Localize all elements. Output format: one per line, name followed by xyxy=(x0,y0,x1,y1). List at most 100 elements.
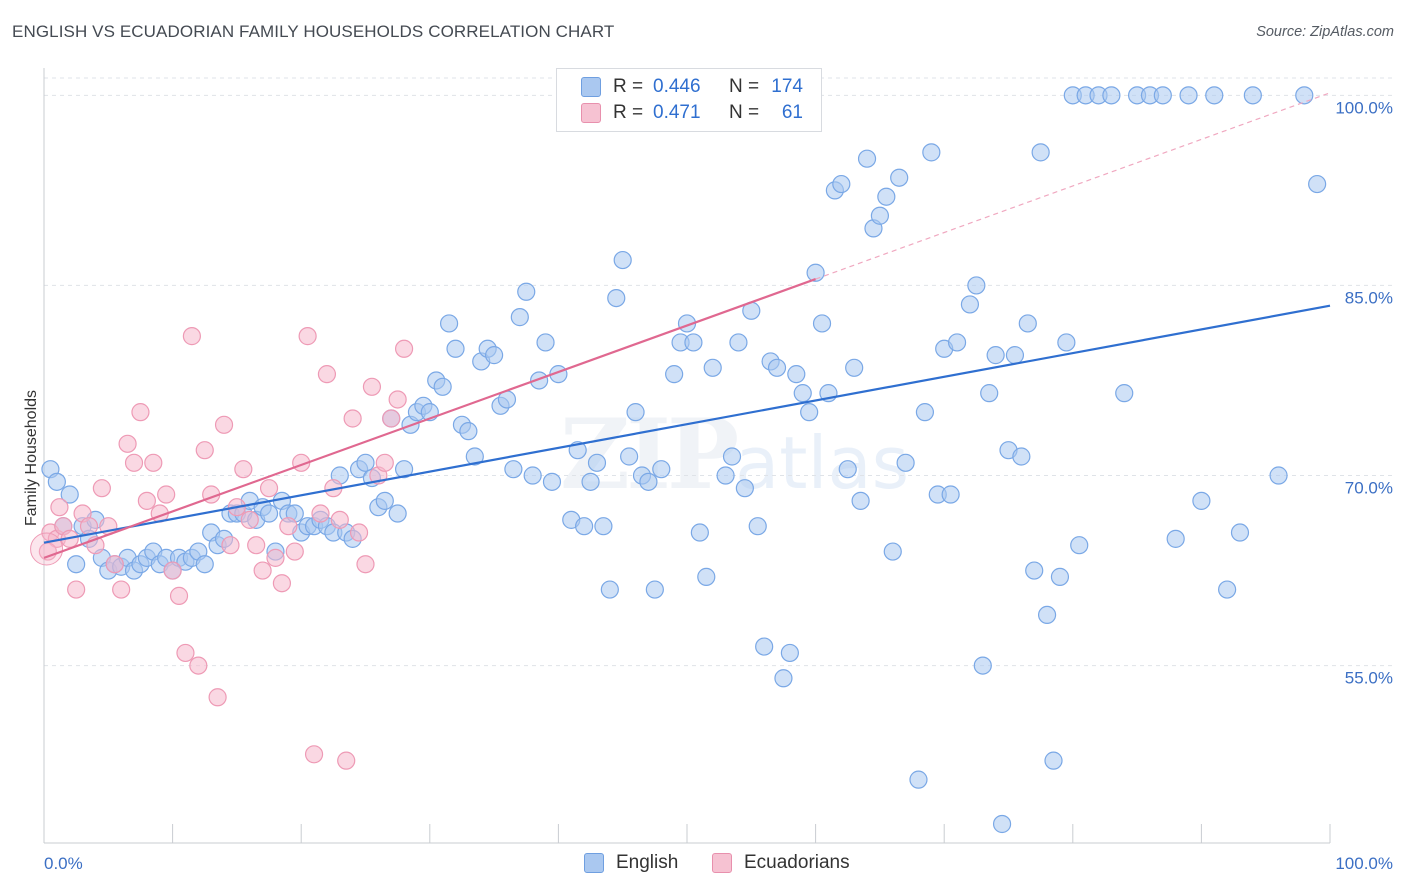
ecuadorian-trendline-extension xyxy=(815,92,1331,280)
english-point xyxy=(439,314,459,333)
ecuadorian-point xyxy=(137,491,156,510)
ecuadorian-point xyxy=(382,409,401,428)
ecuadorian-point xyxy=(157,485,176,504)
english-point xyxy=(877,187,896,206)
legend-n-value: 174 xyxy=(771,76,803,97)
x-tick-label-min: 0.0% xyxy=(44,854,83,873)
legend-swatch-ecuadorians xyxy=(581,103,601,123)
ecuadorian-point xyxy=(163,561,182,580)
ecuadorian-point xyxy=(304,745,324,764)
ecuadorian-point xyxy=(105,555,124,574)
english-point xyxy=(992,814,1012,834)
english-point xyxy=(1295,86,1314,105)
english-point xyxy=(1115,384,1134,403)
watermark-main: ZIP xyxy=(560,398,739,511)
english-point xyxy=(652,460,671,479)
english-trendline xyxy=(43,304,1331,544)
legend-n-label: N = xyxy=(729,76,760,97)
english-point xyxy=(394,460,414,479)
english-point xyxy=(1025,561,1044,580)
y-tick-label: 100.0% xyxy=(1335,98,1393,117)
english-point xyxy=(259,504,279,523)
ecuadorian-point xyxy=(253,561,272,580)
ecuadorian-point xyxy=(79,517,99,536)
y-axis-label: Family Households xyxy=(23,390,40,526)
y-tick-label: 85.0% xyxy=(1345,288,1393,307)
watermark-sub: atlas xyxy=(735,421,910,505)
ecuadorian-point xyxy=(266,548,285,567)
english-point xyxy=(1269,466,1288,485)
english-point xyxy=(845,358,864,377)
ecuadorian-point xyxy=(195,441,214,460)
y-tick-label: 55.0% xyxy=(1345,669,1393,688)
english-point xyxy=(575,517,594,536)
x-tick-label-max: 100.0% xyxy=(1335,854,1393,873)
correlation-legend: R = 0.446 N = 174 R = 0.471 N = 61 xyxy=(556,68,822,132)
english-point xyxy=(1179,86,1198,105)
ecuadorian-point xyxy=(317,365,337,384)
ecuadorian-point xyxy=(298,327,317,346)
english-point xyxy=(922,143,941,162)
english-point xyxy=(787,365,806,384)
ecuadorian-point xyxy=(311,504,330,523)
bottom-legend-ecuadorians-label: Ecuadorians xyxy=(744,852,850,873)
english-point xyxy=(857,149,877,168)
legend-swatch-english xyxy=(581,77,601,97)
english-point xyxy=(967,276,986,295)
ecuadorian-point xyxy=(124,453,144,472)
ecuadorian-point xyxy=(259,479,279,498)
legend-n-value: 61 xyxy=(781,102,803,123)
ecuadorian-point xyxy=(356,555,375,574)
ecuadorian-point xyxy=(92,479,111,498)
ecuadorian-point xyxy=(279,517,298,536)
english-point xyxy=(523,466,542,485)
english-point xyxy=(890,168,909,187)
ecuadorian-point xyxy=(144,453,163,472)
english-point xyxy=(1308,174,1327,194)
ecuadorian-point xyxy=(67,580,86,599)
english-point xyxy=(388,504,407,523)
legend-r-label: R = xyxy=(613,102,644,123)
english-point xyxy=(665,365,684,384)
y-tick-label: 70.0% xyxy=(1345,479,1393,498)
english-point xyxy=(581,472,600,491)
english-point xyxy=(780,643,799,663)
ecuadorian-point xyxy=(394,339,414,358)
ecuadorian-point xyxy=(375,453,394,472)
english-point xyxy=(465,447,484,466)
english-point xyxy=(485,346,504,365)
english-point xyxy=(47,472,66,491)
english-point xyxy=(735,479,754,498)
english-point xyxy=(774,669,793,688)
english-point xyxy=(832,174,851,194)
english-point xyxy=(716,466,735,485)
english-point xyxy=(375,491,394,510)
ecuadorian-trendline xyxy=(43,278,816,559)
english-point xyxy=(639,472,658,491)
ecuadorian-point xyxy=(285,542,304,561)
english-point xyxy=(800,403,819,422)
ecuadorian-point xyxy=(362,377,382,396)
bottom-legend-english-label: English xyxy=(616,852,679,873)
english-point xyxy=(1166,529,1185,548)
english-point xyxy=(607,288,626,308)
ecuadorian-point xyxy=(169,586,189,605)
english-point xyxy=(1243,86,1262,105)
chart-title: ENGLISH VS ECUADORIAN FAMILY HOUSEHOLDS … xyxy=(12,22,615,41)
english-point xyxy=(433,377,452,396)
english-point xyxy=(748,517,767,536)
english-point xyxy=(645,580,664,599)
english-point xyxy=(947,333,967,352)
english-point xyxy=(195,555,214,574)
ecuadorian-point xyxy=(343,409,362,428)
legend-r-label: R = xyxy=(613,76,644,97)
ecuadorian-point xyxy=(349,523,369,542)
english-point xyxy=(1070,536,1089,555)
english-point xyxy=(1057,333,1076,352)
english-point xyxy=(980,384,999,403)
english-point xyxy=(1230,523,1250,542)
english-point xyxy=(1205,86,1224,105)
english-point xyxy=(356,453,375,472)
english-point xyxy=(510,308,529,327)
